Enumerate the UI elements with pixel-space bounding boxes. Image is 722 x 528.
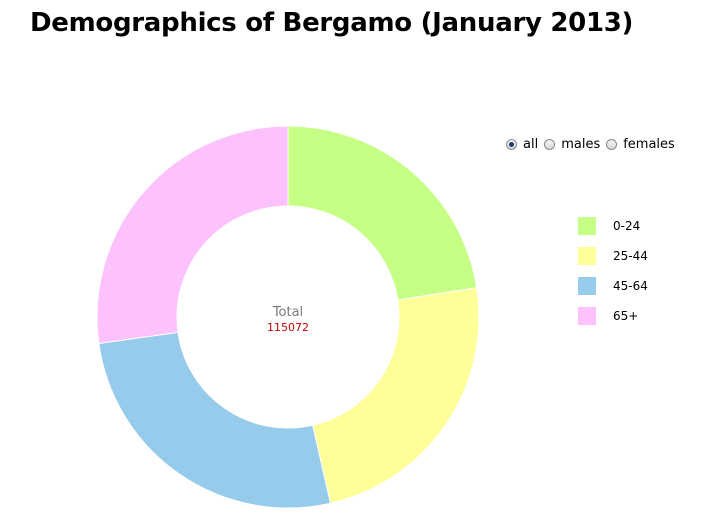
legend-item-65-plus: 65+	[578, 306, 648, 326]
legend-item-45-64: 45-64	[578, 276, 648, 296]
radio-males-indicator[interactable]	[544, 139, 556, 150]
gender-filter: all males females	[506, 137, 681, 152]
legend-item-25-44: 25-44	[578, 246, 648, 266]
donut-slice-0-24[interactable]	[287, 125, 478, 301]
donut-slice-65-plus[interactable]	[96, 125, 289, 345]
legend-label-25-44: 25-44	[613, 249, 648, 263]
donut-slice-25-44[interactable]	[312, 287, 480, 504]
legend-label-0-24: 0-24	[613, 219, 641, 233]
donut-slice-45-64[interactable]	[98, 331, 332, 509]
legend-swatch-45-64	[578, 277, 596, 295]
radio-males-label: males	[561, 137, 601, 152]
legend: 0-24 25-44 45-64 65+	[578, 216, 648, 336]
center-total-label: Total	[272, 305, 303, 320]
radio-all-indicator[interactable]	[506, 139, 517, 150]
center-total-value: 115072	[267, 321, 309, 334]
radio-females-label: females	[623, 137, 675, 152]
legend-label-45-64: 45-64	[613, 279, 648, 293]
legend-label-65-plus: 65+	[613, 309, 639, 323]
legend-swatch-0-24	[578, 217, 596, 235]
legend-swatch-25-44	[578, 247, 596, 265]
radio-all[interactable]: all	[506, 137, 538, 152]
legend-item-0-24: 0-24	[578, 216, 648, 236]
donut-slices	[96, 125, 480, 509]
radio-all-label: all	[523, 137, 539, 152]
legend-swatch-65-plus	[578, 307, 596, 325]
radio-females[interactable]: females	[606, 137, 675, 152]
radio-females-indicator[interactable]	[606, 139, 618, 150]
radio-males[interactable]: males	[544, 137, 600, 152]
page-title: Demographics of Bergamo (January 2013)	[30, 8, 634, 38]
